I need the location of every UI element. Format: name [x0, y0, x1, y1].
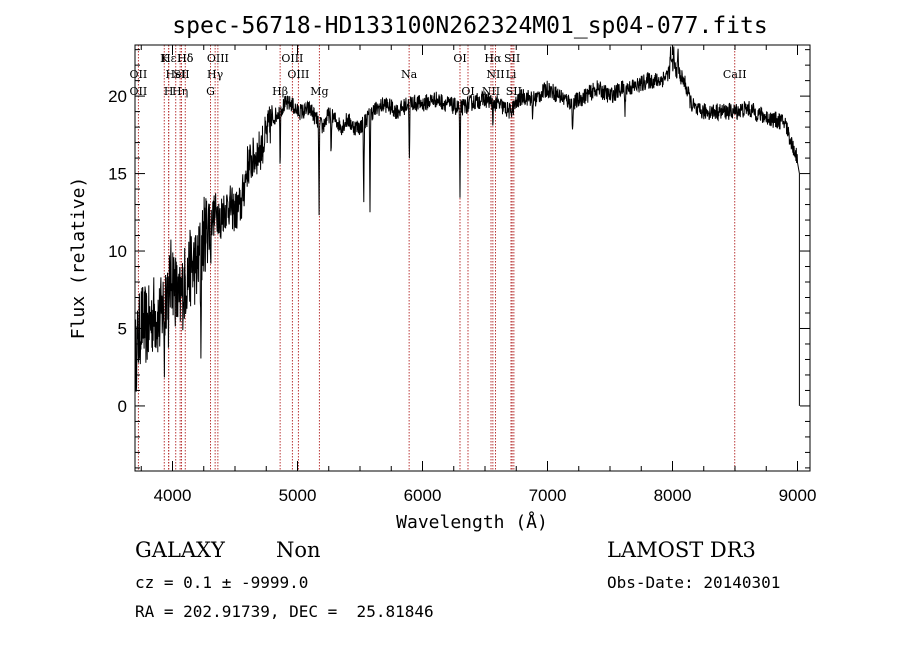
x-tick-label: 4000 — [154, 486, 192, 505]
object-subclass: Non — [276, 538, 321, 562]
x-tick-label: 8000 — [654, 486, 692, 505]
line-label: Hγ — [207, 68, 224, 81]
line-label: OII — [130, 85, 148, 98]
line-markers — [137, 45, 736, 471]
line-label: HeI — [166, 68, 186, 81]
ra-dec: RA = 202.91739, DEC = 25.81846 — [135, 602, 434, 621]
line-label: Hβ — [272, 85, 288, 98]
line-label: SII — [504, 52, 520, 65]
y-tick-label: 15 — [108, 165, 127, 184]
x-axis-label: Wavelength (Å) — [396, 511, 548, 533]
line-label: OIII — [281, 52, 303, 65]
line-label: CaII — [723, 68, 747, 81]
survey-name: LAMOST DR3 — [607, 538, 756, 562]
line-label: Na — [401, 68, 418, 81]
line-label: SII — [173, 68, 189, 81]
line-label: Hα — [484, 52, 502, 65]
y-tick-label: 10 — [108, 242, 127, 261]
y-tick-label: 5 — [118, 319, 127, 338]
plot-frame — [134, 44, 811, 472]
x-tick-label: 5000 — [279, 486, 317, 505]
line-label: H — [164, 85, 174, 98]
line-label: NII — [486, 68, 504, 81]
line-label: Hδ — [177, 52, 194, 65]
line-label: Li — [506, 68, 517, 81]
spectrum-line — [134, 46, 800, 406]
spectrum-path — [134, 46, 800, 406]
line-label: Mg — [310, 85, 328, 98]
line-label: Hη — [172, 85, 188, 98]
y-tick-label: 0 — [118, 397, 127, 416]
line-label: OI — [453, 52, 466, 65]
line-label: Hε — [161, 52, 177, 65]
x-tick-label: 6000 — [404, 486, 442, 505]
x-tick-label: 9000 — [779, 486, 817, 505]
y-axis-ticks: 0 5 10 15 20 — [108, 49, 810, 469]
y-axis-label: Flux (relative) — [68, 177, 89, 340]
line-label: G — [206, 85, 215, 98]
line-label: OIII — [207, 52, 229, 65]
x-axis-ticks: 4000 5000 6000 7000 8000 9000 — [140, 45, 817, 505]
x-tick-label: 7000 — [529, 486, 567, 505]
line-label: Hδ — [177, 52, 194, 65]
line-label: OIII — [287, 68, 309, 81]
spectrum-plot: spec-56718-HD133100N262324M01_sp04-077.f… — [68, 13, 817, 533]
line-label: K — [160, 52, 169, 65]
obs-date: Obs-Date: 20140301 — [607, 573, 781, 592]
y-tick-label: 20 — [108, 87, 127, 106]
object-class: GALAXY — [135, 538, 225, 562]
chart-title: spec-56718-HD133100N262324M01_sp04-077.f… — [172, 13, 767, 39]
redshift-cz: cz = 0.1 ± -9999.0 — [135, 573, 309, 592]
line-label: OII — [130, 68, 148, 81]
